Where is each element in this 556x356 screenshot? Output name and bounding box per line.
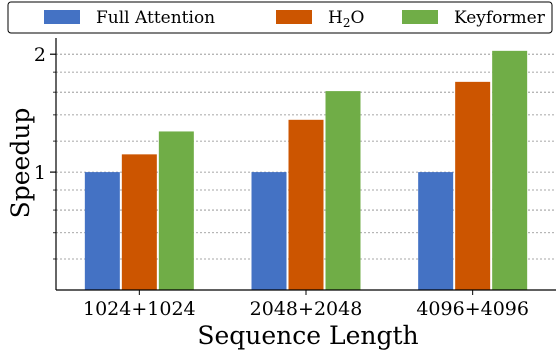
bars bbox=[84, 50, 528, 290]
x-tick-label: 1024+1024 bbox=[83, 298, 196, 320]
y-axis-title: Speedup bbox=[6, 108, 35, 219]
bar-keyformer-2 bbox=[492, 50, 528, 290]
y-tick-label: 2 bbox=[34, 44, 46, 66]
y-tick-label: 1 bbox=[34, 162, 46, 184]
legend-label-h2o: H2O bbox=[328, 8, 364, 30]
legend-swatch-full-attention bbox=[44, 10, 80, 24]
bar-h2o-0 bbox=[121, 154, 157, 290]
x-axis-title: Sequence Length bbox=[197, 321, 418, 350]
bar-keyformer-0 bbox=[158, 131, 194, 290]
x-tick-label: 2048+2048 bbox=[250, 298, 363, 320]
legend-swatch-keyformer bbox=[402, 10, 438, 24]
bar-h2o-2 bbox=[455, 81, 491, 290]
legend-label-keyformer: Keyformer bbox=[454, 8, 546, 28]
x-tick-label: 4096+4096 bbox=[416, 298, 529, 320]
bar-h2o-1 bbox=[288, 119, 324, 290]
bar-full-attention-0 bbox=[84, 172, 120, 290]
legend-label-full-attention: Full Attention bbox=[96, 8, 215, 28]
bar-keyformer-1 bbox=[325, 91, 361, 290]
legend: Full Attention H2O Keyformer bbox=[7, 1, 553, 34]
axes: 1024+1024 2048+2048 4096+4096 1 2 bbox=[34, 38, 556, 320]
legend-swatch-h2o bbox=[276, 10, 312, 24]
bar-full-attention-1 bbox=[251, 172, 287, 290]
bar-full-attention-2 bbox=[418, 172, 454, 290]
